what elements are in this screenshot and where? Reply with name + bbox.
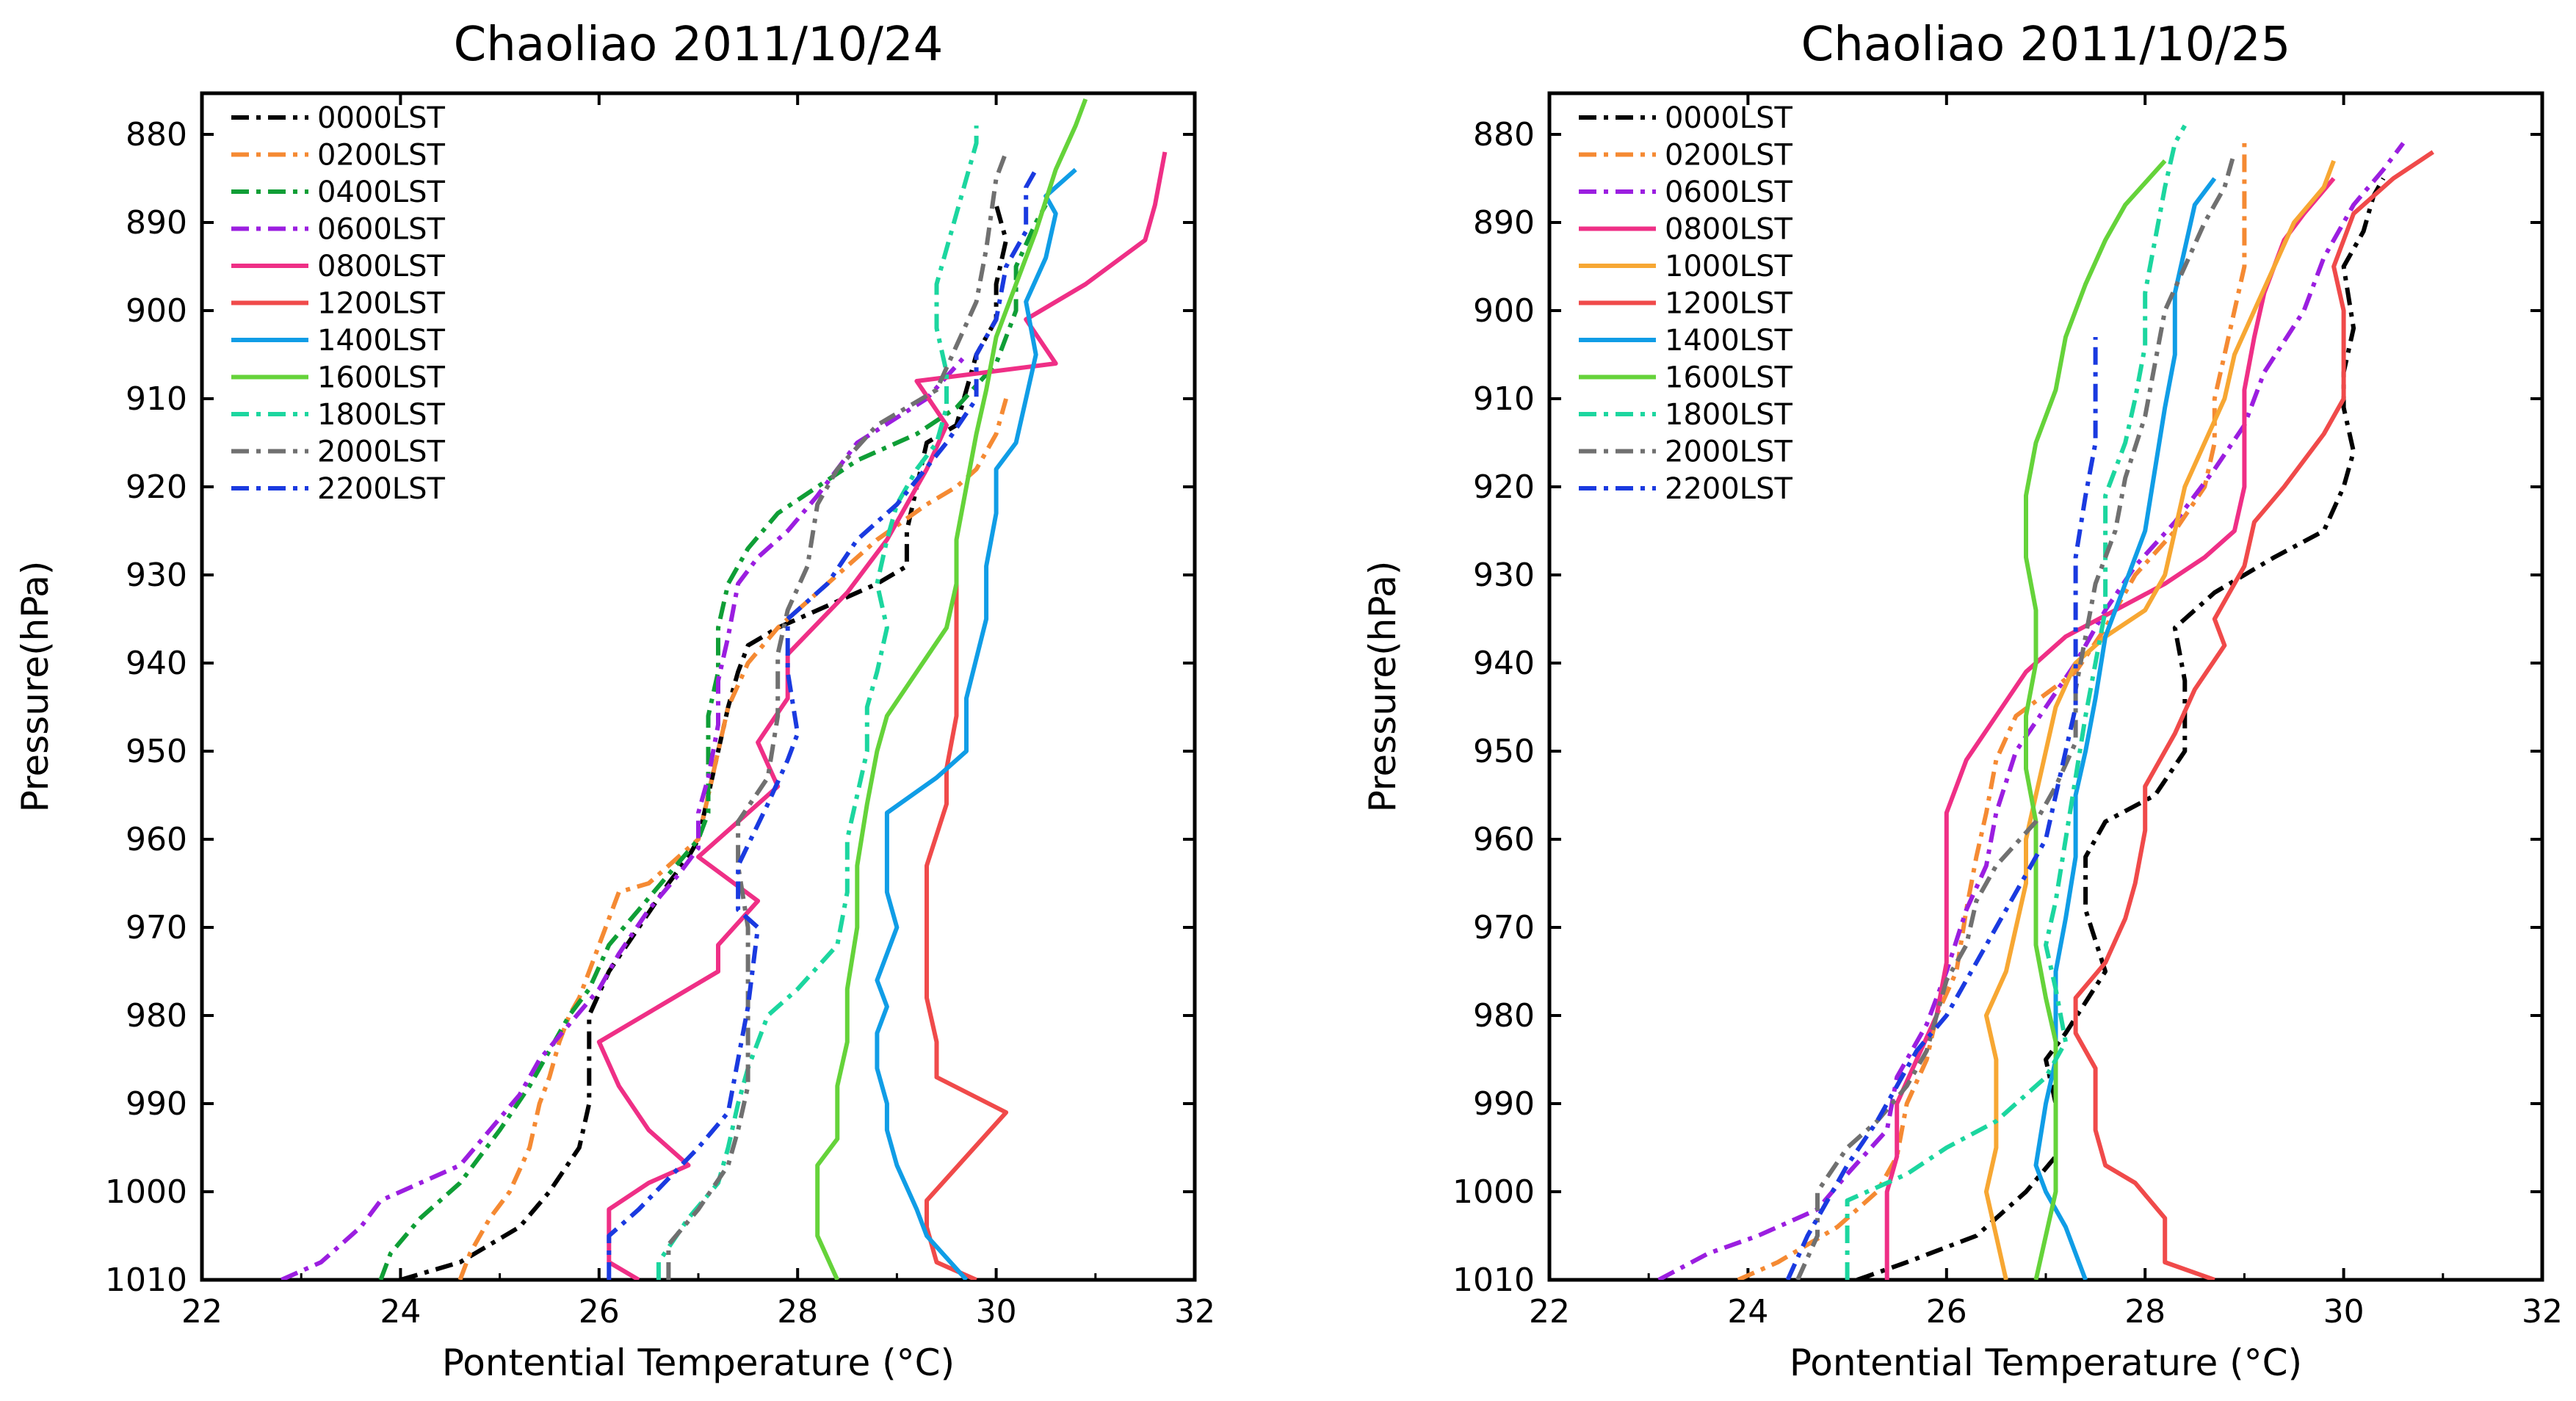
legend-label-0000LST: 0000LST: [317, 101, 445, 135]
x-tick-label: 30: [2323, 1293, 2365, 1331]
series-line-0000LST: [1856, 177, 2386, 1280]
series-line-2200LST: [1785, 337, 2098, 1280]
y-tick-label: 900: [126, 292, 187, 330]
series-line-2000LST: [666, 151, 1008, 1280]
series-line-0200LST: [457, 398, 1008, 1280]
series-line-0600LST: [280, 352, 969, 1280]
legend-label-0800LST: 0800LST: [1665, 213, 1792, 247]
y-tick-label: 970: [126, 909, 187, 946]
series-line-1000LST: [1983, 159, 2336, 1280]
legend-label-1400LST: 1400LST: [317, 324, 445, 358]
y-tick-label: 950: [1473, 733, 1535, 770]
legend-label-0600LST: 0600LST: [1665, 175, 1792, 209]
x-tick-label: 28: [2124, 1293, 2166, 1331]
y-axis-label: Pressure(hPa): [14, 561, 57, 813]
legend-label-0200LST: 0200LST: [1665, 139, 1792, 173]
x-tick-label: 26: [579, 1293, 620, 1331]
x-axis-label: Pontential Temperature (°C): [1790, 1342, 2302, 1384]
legend-label-0000LST: 0000LST: [1665, 101, 1792, 135]
y-tick-label: 890: [126, 204, 187, 242]
y-tick-label: 880: [126, 116, 187, 153]
x-tick-label: 24: [380, 1293, 421, 1331]
y-tick-label: 920: [126, 468, 187, 506]
legend-label-1200LST: 1200LST: [1665, 287, 1792, 321]
series-line-1600LST: [2024, 159, 2167, 1280]
series-line-1800LST: [1845, 124, 2187, 1280]
x-tick-label: 26: [1926, 1293, 1967, 1331]
legend-label-1200LST: 1200LST: [317, 287, 445, 321]
y-tick-label: 950: [126, 733, 187, 770]
series-group: [280, 98, 1168, 1280]
y-tick-label: 960: [1473, 821, 1535, 858]
y-tick-label: 920: [1473, 468, 1535, 506]
y-tick-label: 910: [1473, 380, 1535, 418]
legend-label-2200LST: 2200LST: [317, 472, 445, 506]
y-tick-label: 990: [126, 1085, 187, 1123]
legend-label-2000LST: 2000LST: [1665, 435, 1792, 469]
legend-label-2200LST: 2200LST: [1665, 472, 1792, 506]
legend-label-1000LST: 1000LST: [1665, 250, 1792, 283]
y-tick-label: 900: [1473, 292, 1535, 330]
y-tick-label: 1000: [1452, 1173, 1535, 1211]
x-tick-label: 30: [976, 1293, 1017, 1331]
y-tick-label: 1000: [105, 1173, 187, 1211]
series-line-1200LST: [925, 540, 1009, 1280]
x-tick-label: 24: [1727, 1293, 1768, 1331]
legend-label-1800LST: 1800LST: [1665, 398, 1792, 432]
series-line-1800LST: [656, 126, 979, 1280]
y-axis-label: Pressure(hPa): [1361, 561, 1404, 813]
chart-title: Chaoliao 2011/10/24: [454, 18, 944, 72]
chart-panel-1: Chaoliao 2011/10/24 22 24 26 28 30 32 880 890 900…: [14, 18, 1215, 1384]
y-tick-label: 1010: [1452, 1261, 1535, 1299]
legend-label-0600LST: 0600LST: [317, 213, 445, 247]
series-line-0800LST: [596, 151, 1168, 1280]
legend-label-1600LST: 1600LST: [317, 361, 445, 395]
y-tick-label: 930: [1473, 557, 1535, 594]
legend-label-1800LST: 1800LST: [317, 398, 445, 432]
x-tick-label: 32: [1174, 1293, 1215, 1331]
series-line-2200LST: [607, 168, 1038, 1280]
y-tick-label: 970: [1473, 909, 1535, 946]
y-tick-label: 930: [126, 557, 187, 594]
legend-label-1400LST: 1400LST: [1665, 324, 1792, 358]
series-line-0200LST: [1737, 143, 2247, 1280]
x-axis-label: Pontential Temperature (°C): [442, 1342, 955, 1384]
chart-panel-2: Chaoliao 2011/10/25 22 24 26 28 30 32 880 890 900…: [1361, 18, 2563, 1384]
series-group: [1657, 124, 2434, 1280]
series-line-0400LST: [378, 203, 1048, 1280]
x-tick-label: 22: [181, 1293, 222, 1331]
chart-title: Chaoliao 2011/10/25: [1801, 18, 2291, 72]
legend-label-0400LST: 0400LST: [317, 175, 445, 209]
y-tick-label: 890: [1473, 204, 1535, 242]
series-line-0000LST: [399, 204, 1009, 1280]
x-tick-label: 28: [777, 1293, 818, 1331]
y-tick-label: 960: [126, 821, 187, 858]
series-line-0600LST: [1657, 142, 2406, 1280]
legend-label-0200LST: 0200LST: [317, 139, 445, 173]
legend-label-0800LST: 0800LST: [317, 250, 445, 283]
series-line-1400LST: [875, 167, 1077, 1280]
y-tick-label: 940: [1473, 645, 1535, 682]
series-line-1400LST: [2033, 177, 2217, 1280]
y-tick-label: 910: [126, 380, 187, 418]
y-tick-label: 990: [1473, 1085, 1535, 1123]
series-line-1600LST: [815, 98, 1088, 1280]
y-tick-label: 980: [126, 997, 187, 1035]
series-line-1200LST: [2073, 150, 2434, 1280]
y-tick-label: 940: [126, 645, 187, 682]
legend-label-2000LST: 2000LST: [317, 435, 445, 469]
series-line-0800LST: [1884, 177, 2336, 1280]
y-tick-label: 880: [1473, 116, 1535, 153]
y-tick-label: 980: [1473, 997, 1535, 1035]
x-tick-label: 22: [1529, 1293, 1570, 1331]
series-line-2000LST: [1795, 151, 2237, 1280]
legend-label-1600LST: 1600LST: [1665, 361, 1792, 395]
y-tick-label: 1010: [105, 1261, 187, 1299]
x-tick-label: 32: [2522, 1293, 2563, 1331]
